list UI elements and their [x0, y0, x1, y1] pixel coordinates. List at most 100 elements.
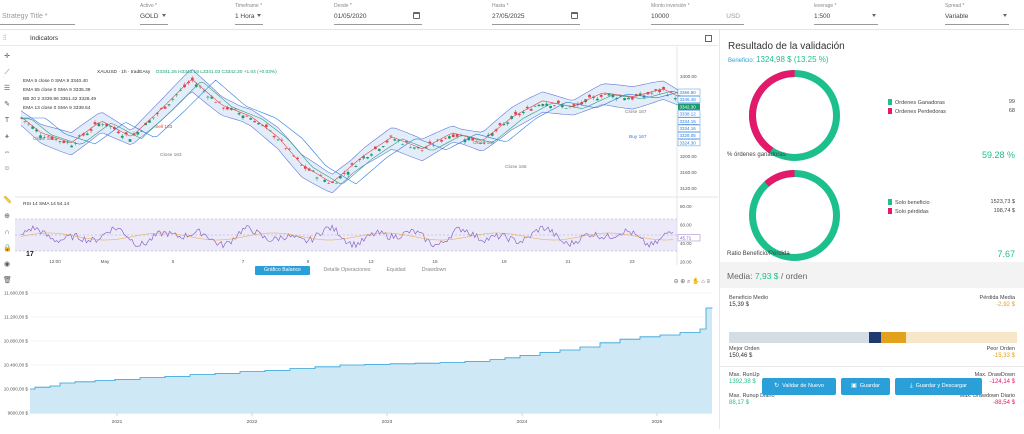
tradingview-logo: 17	[26, 251, 34, 258]
candle-body	[420, 149, 424, 151]
magnet-icon[interactable]: ∩	[4, 229, 10, 236]
save-button[interactable]: ▣ Guardar	[841, 378, 890, 395]
candle-body	[43, 137, 46, 138]
max-drawdown-value: -124,14 $	[989, 378, 1015, 385]
date-from-field[interactable]: Desde * 01/05/2020	[334, 3, 422, 25]
best-order-label: Mejor Orden	[729, 346, 760, 352]
worst-order: Peor Orden -15,33 $	[987, 346, 1015, 359]
bollinger-upper-line	[20, 69, 680, 175]
avg-profit-label: Beneficio Medio	[729, 295, 769, 301]
indicator-ema55[interactable]: EMA 55 close 0 SMA 9 3335.39	[23, 88, 91, 93]
indicators-button[interactable]: Indicators	[30, 35, 59, 42]
price-chart[interactable]: 3400.003360.003320.003280.003240.003200.…	[15, 47, 718, 290]
rsi-label[interactable]: RSI 14 SMA 14 54.14	[23, 202, 70, 207]
candle-body	[109, 126, 112, 128]
calendar-icon[interactable]	[413, 12, 420, 19]
leverage-label: leverage *	[814, 3, 837, 9]
save-download-button[interactable]: ⤓ Guardar y Descargar	[895, 378, 982, 395]
candle-body	[518, 114, 521, 116]
emoji-icon[interactable]: ☺	[3, 165, 11, 172]
candle-body	[451, 134, 455, 138]
menu-icon[interactable]: ≡	[706, 279, 710, 285]
measure-icon[interactable]: ⇔	[3, 149, 11, 156]
fullscreen-icon[interactable]	[705, 35, 712, 42]
investment-amount-field[interactable]: Monto inversión * 10000 USD	[651, 3, 744, 25]
chart-zoom-controls: ⊖ ⊕ ⌕ ✋ ⌂ ≡	[674, 278, 710, 286]
candle-body	[175, 94, 179, 96]
balance-x-tick: 2022	[247, 419, 258, 425]
time-axis-label: 21	[565, 259, 571, 264]
calendar-icon[interactable]	[571, 12, 578, 19]
home-icon[interactable]: ⌂	[701, 279, 705, 285]
candle-body	[97, 123, 101, 127]
tab-equity[interactable]: Equidad	[386, 267, 406, 273]
text-tool-icon[interactable]: T	[4, 117, 10, 124]
candle-body	[627, 97, 630, 100]
leverage-underline	[814, 24, 878, 25]
time-axis-label: 7	[242, 259, 245, 264]
zoom-out-icon[interactable]: ⊖	[673, 279, 679, 285]
timeframe-bars-icon[interactable]: ⫶⫶	[3, 35, 7, 42]
bollinger-lower-line	[20, 91, 680, 194]
average-value: 7,93 $	[754, 271, 779, 281]
lock-icon[interactable]: 🔒	[3, 245, 12, 252]
winning-orders-count: 99	[1008, 99, 1015, 105]
candle-body	[167, 104, 171, 106]
candle-body	[490, 133, 494, 136]
spread-value: Variable	[945, 13, 969, 20]
price-tag-label: 3328.05	[680, 133, 697, 138]
save-label: Guardar	[859, 383, 880, 389]
candle-body	[190, 77, 194, 81]
horizontal-lines-icon[interactable]: ☰	[3, 85, 11, 92]
pan-icon[interactable]: ✋	[692, 279, 700, 285]
eye-icon[interactable]: ◉	[3, 261, 11, 268]
search-icon[interactable]: ⌕	[686, 279, 691, 285]
candle-body	[424, 147, 428, 149]
tab-balance-chart[interactable]: Gráfico Balance	[255, 266, 310, 275]
candle-body	[249, 118, 253, 120]
profit-summary: Beneficio: 1324,98 $ (13.25 %)	[728, 55, 829, 64]
trendline-icon[interactable]: ⟋	[4, 69, 10, 76]
candle-body	[389, 135, 393, 137]
candle-body	[272, 135, 276, 138]
candle-body	[288, 148, 292, 150]
trash-icon[interactable]: 🗑	[3, 277, 12, 284]
validate-again-button[interactable]: ↻ Validar de Nuevo	[762, 378, 836, 395]
brush-icon[interactable]: ✎	[4, 101, 10, 108]
price-chart-canvas[interactable]: 3400.003360.003320.003280.003240.003200.…	[15, 47, 718, 265]
zoom-in-icon[interactable]: ⊕	[680, 279, 686, 285]
asset-value: GOLD	[140, 13, 159, 20]
candle-body	[525, 106, 529, 109]
candle-body	[27, 123, 31, 125]
tab-operations-detail[interactable]: Detalle Operaciones	[323, 267, 371, 273]
price-tag-box	[678, 103, 700, 110]
profit-loss-ratio-label: Ratio Beneficio/Pérdida	[727, 251, 790, 257]
average-label: Media:	[727, 271, 753, 281]
legend-swatch-red	[888, 208, 892, 214]
trade-annotation: Close 166	[505, 164, 527, 170]
date-to-field[interactable]: Hasta * 27/05/2025	[492, 3, 580, 25]
results-panel: Resultado de la validación Beneficio: 13…	[719, 30, 1024, 429]
candle-body	[78, 135, 81, 137]
candle-body	[120, 135, 124, 138]
leverage-select[interactable]: leverage * 1:500	[814, 3, 878, 25]
pattern-icon[interactable]: ⚹	[4, 133, 10, 140]
candle-body	[226, 107, 229, 110]
timeframe-select[interactable]: Timeframe * 1 Hora	[235, 3, 263, 25]
candle-body	[222, 107, 225, 109]
candle-body	[397, 139, 401, 141]
indicator-ema13[interactable]: EMA 13 close 0 SMA 9 3339.54	[23, 106, 91, 111]
spread-select[interactable]: Spread * Variable	[945, 3, 1009, 25]
tab-drawdown[interactable]: Drawdown	[421, 267, 447, 273]
balance-y-tick: 11.600,00 $	[4, 291, 28, 296]
time-axis-label: May	[101, 259, 110, 264]
trade-annotation: Sell 163	[155, 124, 173, 130]
zoom-in-icon[interactable]: ⊕	[4, 213, 10, 220]
indicator-bb[interactable]: BB 20 2 3339.96 3351.42 3328.49	[23, 97, 97, 102]
crosshair-icon[interactable]: ✛	[4, 53, 10, 60]
asset-select[interactable]: Activo * GOLD	[140, 3, 168, 25]
ruler-icon[interactable]: 📏	[3, 197, 12, 204]
indicator-ema5[interactable]: EMA 5 close 0 SMA 9 3340.40	[23, 79, 88, 84]
time-axis-label: 19	[501, 259, 507, 264]
candle-body	[303, 166, 307, 169]
